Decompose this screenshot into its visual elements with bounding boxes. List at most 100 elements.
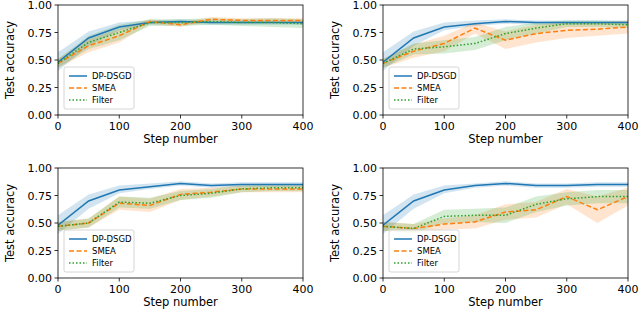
y-tick [380,278,384,279]
legend-swatch [394,238,412,240]
axes-frame [58,5,303,115]
legend: DP-DSGDSMEAFilter [389,67,459,109]
confidence-band [58,17,303,68]
legend-label: DP-DSGD [417,71,457,81]
y-tick-label: 1.00 [353,162,378,175]
x-axis-label: Step number [468,132,543,146]
y-tick [380,87,384,88]
legend-swatch [69,99,87,101]
x-tick [628,115,629,119]
legend-swatch [69,250,87,252]
y-tick [380,195,384,196]
legend-swatch [69,87,87,89]
x-tick [628,278,629,282]
y-axis-label: Test accuracy [328,21,342,100]
legend-label: Filter [92,95,114,105]
y-tick [55,168,59,169]
y-tick [55,195,59,196]
legend-swatch [69,262,87,264]
legend-label: SMEA [92,83,116,93]
y-tick-label: 0.00 [28,109,53,122]
y-tick [380,115,384,116]
y-tick [380,168,384,169]
x-tick [180,115,181,119]
y-tick-label: 0.25 [28,245,53,258]
y-tick-label: 0.75 [28,190,53,203]
confidence-band [383,188,628,233]
legend-label: SMEA [417,246,441,256]
legend: DP-DSGD SMEA Filter [389,230,459,272]
x-tick-label: 100 [109,283,130,296]
x-tick-label: 100 [434,283,455,296]
x-tick [119,278,120,282]
y-tick-label: 0.50 [28,54,53,67]
y-tick-label: 0.50 [28,217,53,230]
x-tick [303,278,304,282]
x-tick [241,278,242,282]
x-tick [119,115,120,119]
confidence-band [58,181,303,234]
x-tick-label: 400 [618,283,639,296]
x-tick-label: 300 [556,283,577,296]
y-tick-label: 1.00 [28,162,53,175]
x-tick [383,115,384,119]
series-line [383,27,628,63]
x-tick [505,115,506,119]
y-tick [55,60,59,61]
legend-box [64,230,134,272]
series-line [383,197,628,229]
legend-swatch [394,75,412,77]
legend-label: DP-DSGD [417,234,457,244]
x-tick-label: 0 [55,120,62,133]
x-tick-label: 400 [293,120,314,133]
x-tick [505,278,506,282]
y-tick-label: 1.00 [353,0,378,12]
legend-label: Filter [92,258,114,268]
series-line [383,197,628,229]
series-line [383,24,628,64]
legend-label: Filter [417,95,439,105]
y-tick [55,223,59,224]
confidence-band [58,18,303,67]
legend-box [389,67,459,109]
confidence-band [383,20,628,67]
legend-label: DP-DSGD [92,71,132,81]
x-tick [566,278,567,282]
y-axis-label: Test accuracy [3,184,17,263]
figure: 01002003004000.000.250.500.751.00Step nu… [0,0,640,309]
y-tick-label: 0.25 [353,82,378,95]
series-line [383,22,628,63]
legend-swatch [394,250,412,252]
legend-label: DP-DSGD [92,234,132,244]
series-line [58,189,303,226]
y-tick-label: 0.50 [353,54,378,67]
confidence-band [58,185,303,231]
y-tick [55,5,59,6]
y-tick-label: 1.00 [28,0,53,12]
legend-label: Filter [417,258,439,268]
x-tick [383,278,384,282]
panel: 01002003004000.000.250.500.751.00Step nu… [328,162,639,309]
y-tick-label: 0.00 [28,272,53,285]
plot-area [383,181,628,234]
x-tick-label: 0 [380,283,387,296]
confidence-band [383,190,628,233]
y-tick-label: 0.75 [353,190,378,203]
x-tick [58,115,59,119]
confidence-band [383,19,628,71]
y-tick [55,278,59,279]
y-tick [55,115,59,116]
panel: 01002003004000.000.250.500.751.00Step nu… [3,0,314,146]
x-axis-label: Step number [143,295,218,309]
y-tick-label: 0.25 [353,245,378,258]
y-tick [55,250,59,251]
x-tick-label: 300 [556,120,577,133]
y-tick [55,32,59,33]
legend-swatch [394,262,412,264]
legend-swatch [394,99,412,101]
legend-box [64,67,134,109]
axes-frame [383,168,628,278]
x-tick-label: 300 [231,283,252,296]
y-tick [55,87,59,88]
x-axis-label: Step number [143,132,218,146]
